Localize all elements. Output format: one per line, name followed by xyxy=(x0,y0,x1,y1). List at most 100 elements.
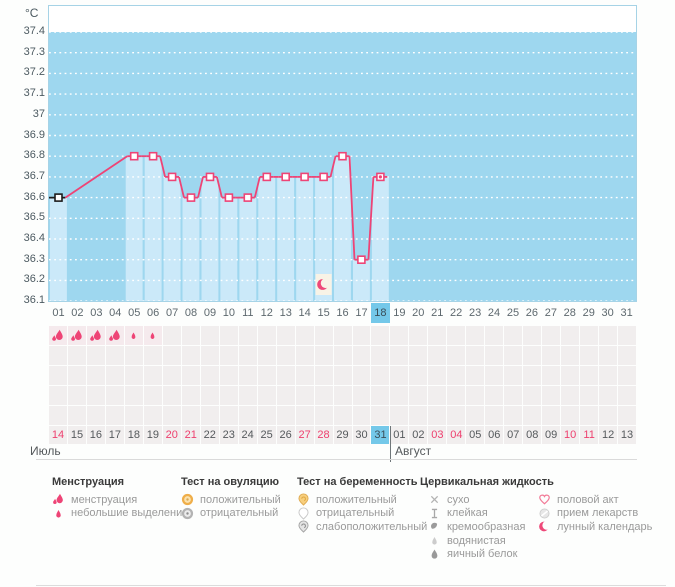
tracking-cell[interactable] xyxy=(67,346,86,365)
tracking-cell[interactable] xyxy=(523,366,542,385)
tracking-cell[interactable] xyxy=(371,366,390,385)
tracking-cell[interactable] xyxy=(105,406,124,425)
tracking-cell[interactable] xyxy=(390,386,409,405)
tracking-cell[interactable] xyxy=(49,346,67,365)
tracking-cell[interactable] xyxy=(542,346,561,365)
tracking-cell[interactable] xyxy=(523,346,542,365)
tracking-cell[interactable] xyxy=(428,366,447,385)
tracking-cell[interactable] xyxy=(238,346,257,365)
tracking-cell[interactable] xyxy=(599,386,618,405)
tracking-cell[interactable] xyxy=(580,366,599,385)
tracking-cell[interactable] xyxy=(200,406,219,425)
tracking-cell[interactable] xyxy=(523,406,542,425)
tracking-cell[interactable] xyxy=(390,346,409,365)
tracking-cell[interactable] xyxy=(618,346,637,365)
tracking-cell[interactable] xyxy=(105,326,124,345)
tracking-cell[interactable] xyxy=(257,386,276,405)
tracking-cell[interactable] xyxy=(314,346,333,365)
tracking-cell[interactable] xyxy=(428,326,447,345)
tracking-cell[interactable] xyxy=(314,366,333,385)
tracking-cell[interactable] xyxy=(390,406,409,425)
tracking-cell[interactable] xyxy=(314,406,333,425)
tracking-cell[interactable] xyxy=(181,346,200,365)
tracking-cell[interactable] xyxy=(49,366,67,385)
tracking-cell[interactable] xyxy=(333,406,352,425)
tracking-cell[interactable] xyxy=(49,326,67,345)
tracking-cell[interactable] xyxy=(295,326,314,345)
tracking-cell[interactable] xyxy=(580,406,599,425)
tracking-cell[interactable] xyxy=(162,406,181,425)
tracking-cell[interactable] xyxy=(276,366,295,385)
tracking-cell[interactable] xyxy=(257,406,276,425)
tracking-cell[interactable] xyxy=(428,406,447,425)
tracking-cell[interactable] xyxy=(618,406,637,425)
tracking-cell[interactable] xyxy=(124,386,143,405)
tracking-cell[interactable] xyxy=(352,386,371,405)
tracking-cell[interactable] xyxy=(238,326,257,345)
tracking-cell[interactable] xyxy=(447,326,466,345)
tracking-cell[interactable] xyxy=(143,386,162,405)
tracking-cell[interactable] xyxy=(390,326,409,345)
tracking-cell[interactable] xyxy=(143,406,162,425)
tracking-cell[interactable] xyxy=(447,406,466,425)
tracking-cell[interactable] xyxy=(466,406,485,425)
tracking-cell[interactable] xyxy=(409,406,428,425)
tracking-cell[interactable] xyxy=(580,386,599,405)
tracking-cell[interactable] xyxy=(124,346,143,365)
tracking-cell[interactable] xyxy=(485,406,504,425)
tracking-cell[interactable] xyxy=(580,346,599,365)
tracking-cell[interactable] xyxy=(447,346,466,365)
tracking-cell[interactable] xyxy=(504,366,523,385)
tracking-cell[interactable] xyxy=(143,326,162,345)
tracking-cell[interactable] xyxy=(485,326,504,345)
tracking-cell[interactable] xyxy=(49,386,67,405)
tracking-cell[interactable] xyxy=(371,406,390,425)
tracking-cell[interactable] xyxy=(219,386,238,405)
tracking-cell[interactable] xyxy=(561,406,580,425)
tracking-cell[interactable] xyxy=(257,366,276,385)
tracking-cell[interactable] xyxy=(352,366,371,385)
tracking-cell[interactable] xyxy=(504,386,523,405)
tracking-cell[interactable] xyxy=(105,366,124,385)
tracking-cell[interactable] xyxy=(257,346,276,365)
tracking-cell[interactable] xyxy=(124,406,143,425)
tracking-cell[interactable] xyxy=(599,326,618,345)
tracking-cell[interactable] xyxy=(276,326,295,345)
tracking-cell[interactable] xyxy=(618,326,637,345)
tracking-cell[interactable] xyxy=(162,386,181,405)
tracking-cell[interactable] xyxy=(219,366,238,385)
tracking-cell[interactable] xyxy=(409,326,428,345)
tracking-cell[interactable] xyxy=(181,386,200,405)
tracking-cell[interactable] xyxy=(276,386,295,405)
tracking-cell[interactable] xyxy=(162,346,181,365)
tracking-cell[interactable] xyxy=(333,366,352,385)
tracking-cell[interactable] xyxy=(561,346,580,365)
tracking-cell[interactable] xyxy=(257,326,276,345)
tracking-cell[interactable] xyxy=(599,406,618,425)
tracking-cell[interactable] xyxy=(618,366,637,385)
tracking-cell[interactable] xyxy=(86,326,105,345)
tracking-cell[interactable] xyxy=(333,346,352,365)
tracking-cell[interactable] xyxy=(371,386,390,405)
tracking-cell[interactable] xyxy=(542,326,561,345)
tracking-cell[interactable] xyxy=(542,366,561,385)
tracking-cell[interactable] xyxy=(181,366,200,385)
tracking-cell[interactable] xyxy=(371,326,390,345)
tracking-cell[interactable] xyxy=(162,326,181,345)
tracking-cell[interactable] xyxy=(238,406,257,425)
tracking-cell[interactable] xyxy=(314,326,333,345)
tracking-cell[interactable] xyxy=(561,366,580,385)
tracking-cell[interactable] xyxy=(485,386,504,405)
tracking-cell[interactable] xyxy=(447,366,466,385)
tracking-cell[interactable] xyxy=(181,406,200,425)
tracking-cell[interactable] xyxy=(428,346,447,365)
tracking-cell[interactable] xyxy=(409,386,428,405)
tracking-cell[interactable] xyxy=(428,386,447,405)
tracking-cell[interactable] xyxy=(86,406,105,425)
tracking-cell[interactable] xyxy=(295,346,314,365)
tracking-cell[interactable] xyxy=(124,366,143,385)
tracking-cell[interactable] xyxy=(276,406,295,425)
tracking-cell[interactable] xyxy=(219,346,238,365)
tracking-cell[interactable] xyxy=(295,366,314,385)
tracking-cell[interactable] xyxy=(447,386,466,405)
